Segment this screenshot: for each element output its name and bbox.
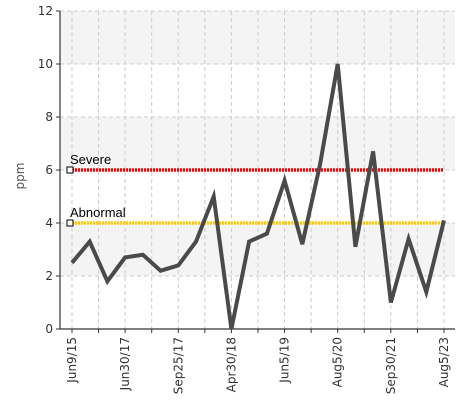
- y-tick-label: 4: [45, 216, 53, 230]
- y-tick-label: 2: [45, 269, 53, 283]
- x-tick-label: Jun5/19: [278, 337, 292, 384]
- reference-lines: Severe Abnormal: [66, 152, 443, 227]
- x-tick-label: Jun9/15: [65, 337, 79, 384]
- y-tick-label: 10: [38, 57, 53, 71]
- reference-line-label: Abnormal: [70, 205, 126, 220]
- series-line: [70, 63, 446, 330]
- x-tick-label: Aug5/20: [331, 337, 345, 387]
- y-tick-label: 8: [45, 110, 53, 124]
- axes: [56, 10, 455, 333]
- y-axis-title: ppm: [13, 163, 27, 190]
- y-tick-label: 6: [45, 163, 53, 177]
- x-tick-label: Sep25/17: [171, 337, 185, 394]
- series-layer: [70, 63, 446, 330]
- y-tick-label: 0: [45, 322, 53, 336]
- reference-line-label: Severe: [70, 152, 111, 167]
- x-tick-label: Jun30/17: [118, 337, 132, 391]
- y-tick-label: 12: [38, 4, 53, 18]
- x-tick-label: Apr30/18: [224, 337, 238, 392]
- x-tick-label: Aug5/23: [437, 337, 451, 387]
- x-tick-labels: Jun9/15 Jun30/17 Sep25/17 Apr30/18 Jun5/19 Au…: [65, 337, 451, 394]
- reference-line-marker: [66, 219, 74, 227]
- reference-line-marker: [66, 166, 74, 174]
- x-tick-label: Sep30/21: [384, 337, 398, 394]
- y-tick-labels: 0 2 4 6 8 10 12: [38, 4, 53, 336]
